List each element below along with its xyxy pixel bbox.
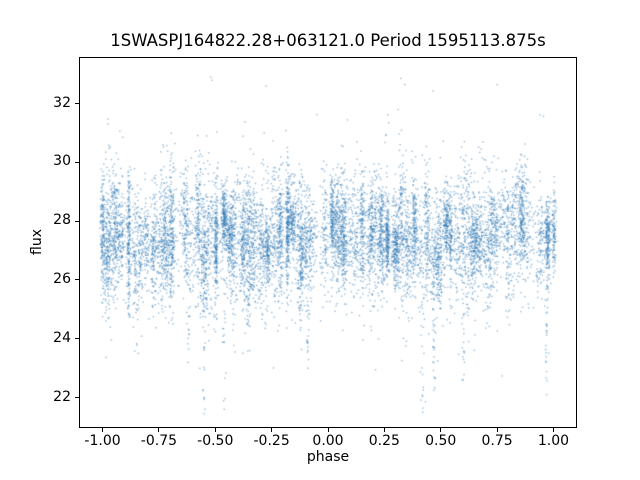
y-tick-label: 28 (53, 212, 71, 229)
x-tick-mark (552, 428, 554, 432)
x-tick-mark (271, 428, 273, 432)
x-tick-label: -1.00 (84, 433, 121, 449)
x-tick-label: -0.50 (197, 433, 234, 449)
y-tick-mark (75, 338, 79, 340)
x-tick-mark (440, 428, 442, 432)
y-tick-mark (75, 103, 79, 105)
y-tick-label: 22 (53, 388, 71, 405)
x-tick-label: 0.75 (481, 433, 513, 449)
y-tick-label: 32 (53, 94, 71, 111)
x-tick-label: 0.25 (368, 433, 400, 449)
x-tick-mark (327, 428, 329, 432)
y-tick-mark (75, 161, 79, 163)
x-axis-label: phase (306, 449, 350, 465)
x-tick-mark (496, 428, 498, 432)
x-tick-mark (214, 428, 216, 432)
y-tick-label: 30 (53, 153, 71, 170)
x-tick-mark (102, 428, 104, 432)
y-tick-mark (75, 279, 79, 281)
plot-title: 1SWASPJ164822.28+063121.0 Period 1595113… (110, 31, 546, 50)
scatter-canvas (80, 58, 576, 427)
x-tick-mark (383, 428, 385, 432)
y-tick-mark (75, 220, 79, 222)
x-tick-label: -0.75 (140, 433, 178, 449)
y-tick-mark (75, 397, 79, 399)
y-axis-label: flux (29, 229, 45, 255)
x-tick-label: 0.50 (425, 433, 457, 449)
y-tick-label: 24 (53, 329, 71, 346)
y-tick-label: 26 (53, 270, 71, 287)
x-tick-label: -0.25 (253, 433, 290, 449)
x-tick-label: 1.00 (537, 433, 570, 449)
plot-area (79, 57, 577, 428)
x-tick-mark (158, 428, 160, 432)
x-tick-label: 0.00 (312, 433, 344, 449)
